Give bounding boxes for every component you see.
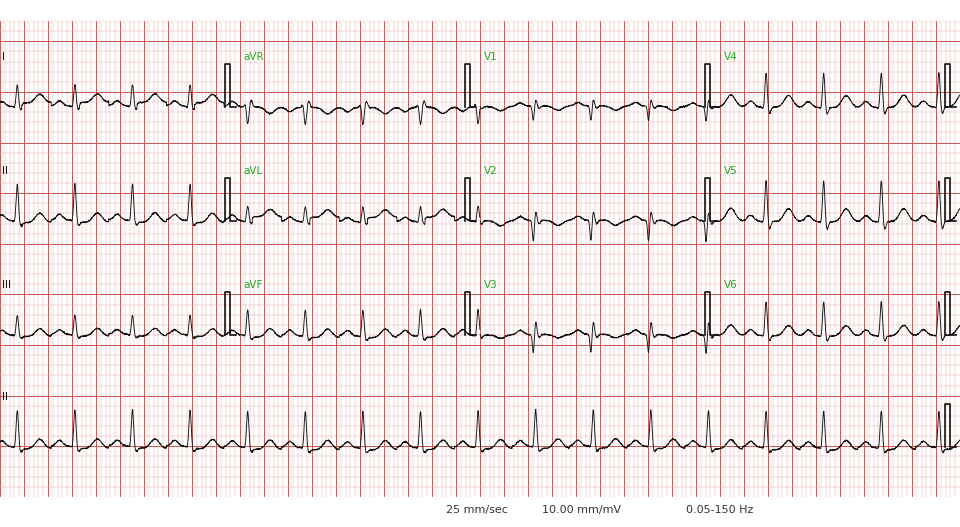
Text: V5: V5 <box>724 166 737 176</box>
Text: 10.00 mm/mV: 10.00 mm/mV <box>542 505 621 515</box>
Text: aVL: aVL <box>244 166 263 176</box>
Text: V2: V2 <box>484 166 497 176</box>
Text: aVF: aVF <box>244 280 263 290</box>
Text: V1: V1 <box>484 52 497 62</box>
Text: II: II <box>2 392 8 402</box>
Text: V6: V6 <box>724 280 737 290</box>
Text: 0.05-150 Hz: 0.05-150 Hz <box>686 505 754 515</box>
Text: III: III <box>2 280 11 290</box>
Text: V4: V4 <box>724 52 737 62</box>
Text: 25 mm/sec: 25 mm/sec <box>446 505 508 515</box>
Text: V3: V3 <box>484 280 497 290</box>
Text: aVR: aVR <box>244 52 264 62</box>
Text: I: I <box>2 52 5 62</box>
Text: II: II <box>2 166 8 176</box>
